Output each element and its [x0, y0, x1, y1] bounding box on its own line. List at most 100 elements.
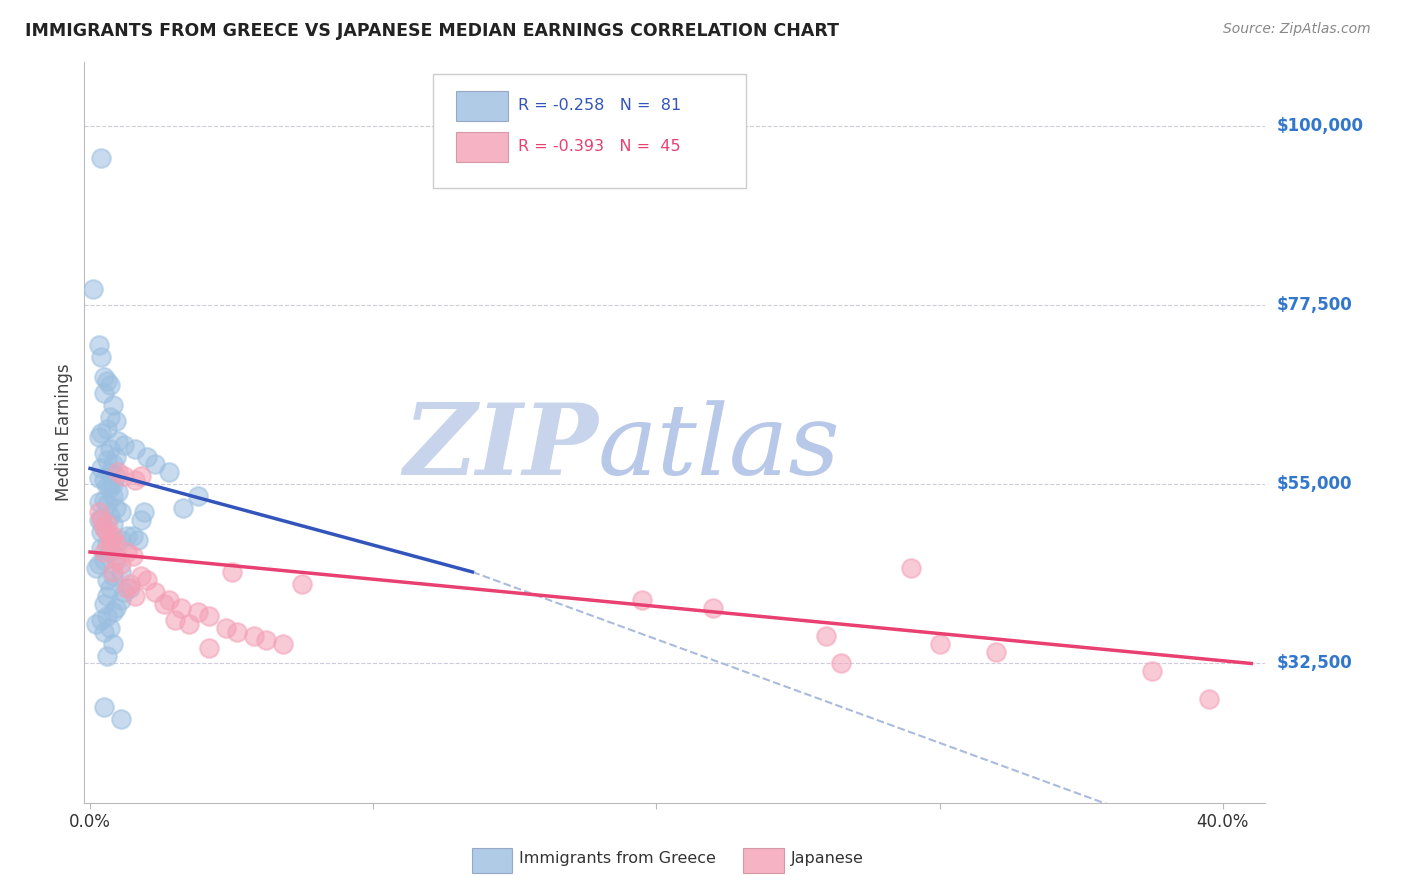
- Point: [84, 616, 107, 631]
- Text: R = -0.258   N =  81: R = -0.258 N = 81: [517, 98, 681, 113]
- Point: [152, 597, 174, 611]
- Point: [129, 469, 152, 483]
- Point: [96, 648, 118, 663]
- Point: [90, 541, 112, 555]
- Y-axis label: Median Earnings: Median Earnings: [55, 364, 73, 501]
- Text: Source: ZipAtlas.com: Source: ZipAtlas.com: [1223, 22, 1371, 37]
- Point: [101, 477, 124, 491]
- Point: [221, 565, 243, 579]
- Point: [96, 479, 118, 493]
- Point: [124, 589, 146, 603]
- Point: [90, 525, 112, 540]
- Point: [90, 350, 112, 364]
- Text: Immigrants from Greece: Immigrants from Greece: [519, 851, 716, 866]
- Point: [98, 545, 121, 559]
- Point: [93, 445, 115, 459]
- Point: [110, 557, 132, 571]
- Point: [96, 422, 118, 436]
- Point: [118, 581, 141, 595]
- Point: [87, 557, 110, 571]
- Point: [98, 409, 121, 424]
- Point: [900, 561, 922, 575]
- Point: [93, 553, 115, 567]
- Point: [1198, 692, 1220, 706]
- Point: [129, 569, 152, 583]
- Point: [98, 509, 121, 524]
- Point: [115, 529, 138, 543]
- Point: [187, 489, 209, 503]
- Point: [121, 549, 143, 563]
- Point: [101, 605, 124, 619]
- Point: [157, 466, 180, 480]
- FancyBboxPatch shape: [472, 848, 512, 873]
- Point: [93, 545, 115, 559]
- Point: [96, 517, 118, 532]
- Point: [1140, 665, 1163, 679]
- Point: [107, 434, 129, 448]
- Point: [110, 533, 132, 547]
- Point: [121, 529, 143, 543]
- Point: [986, 644, 1008, 658]
- Point: [93, 370, 115, 384]
- Point: [90, 425, 112, 440]
- Point: [143, 584, 166, 599]
- Point: [98, 581, 121, 595]
- Text: $32,500: $32,500: [1277, 655, 1353, 673]
- Point: [96, 453, 118, 467]
- Point: [135, 573, 157, 587]
- Point: [90, 461, 112, 475]
- Point: [107, 485, 129, 500]
- Text: $77,500: $77,500: [1277, 296, 1353, 314]
- Point: [90, 613, 112, 627]
- Point: [135, 450, 157, 464]
- Point: [82, 282, 104, 296]
- Point: [631, 592, 654, 607]
- Point: [98, 481, 121, 495]
- Point: [169, 600, 191, 615]
- Point: [112, 437, 135, 451]
- Point: [198, 640, 221, 655]
- Point: [93, 493, 115, 508]
- Point: [98, 537, 121, 551]
- Point: [215, 621, 238, 635]
- Point: [96, 608, 118, 623]
- Point: [157, 592, 180, 607]
- Point: [115, 581, 138, 595]
- Point: [87, 471, 110, 485]
- Point: [107, 466, 129, 480]
- Point: [98, 466, 121, 480]
- Point: [104, 414, 127, 428]
- Point: [93, 521, 115, 535]
- Point: [254, 632, 277, 647]
- Point: [96, 573, 118, 587]
- Point: [198, 608, 221, 623]
- Point: [132, 505, 155, 519]
- Point: [173, 501, 195, 516]
- Point: [90, 510, 112, 524]
- Point: [93, 624, 115, 639]
- Point: [93, 597, 115, 611]
- FancyBboxPatch shape: [457, 91, 509, 121]
- Point: [112, 584, 135, 599]
- Point: [187, 605, 209, 619]
- Point: [90, 513, 112, 527]
- Point: [87, 338, 110, 352]
- Point: [110, 565, 132, 579]
- Point: [93, 474, 115, 488]
- Point: [104, 469, 127, 483]
- Point: [93, 385, 115, 400]
- Point: [291, 577, 314, 591]
- Point: [243, 629, 266, 643]
- Point: [104, 553, 127, 567]
- Point: [830, 657, 852, 671]
- Point: [112, 469, 135, 483]
- Point: [115, 545, 138, 559]
- Point: [93, 700, 115, 714]
- Point: [101, 458, 124, 472]
- Point: [87, 513, 110, 527]
- Text: R = -0.393   N =  45: R = -0.393 N = 45: [517, 138, 681, 153]
- Text: $100,000: $100,000: [1277, 117, 1364, 135]
- Point: [104, 600, 127, 615]
- Point: [101, 398, 124, 412]
- Point: [87, 429, 110, 443]
